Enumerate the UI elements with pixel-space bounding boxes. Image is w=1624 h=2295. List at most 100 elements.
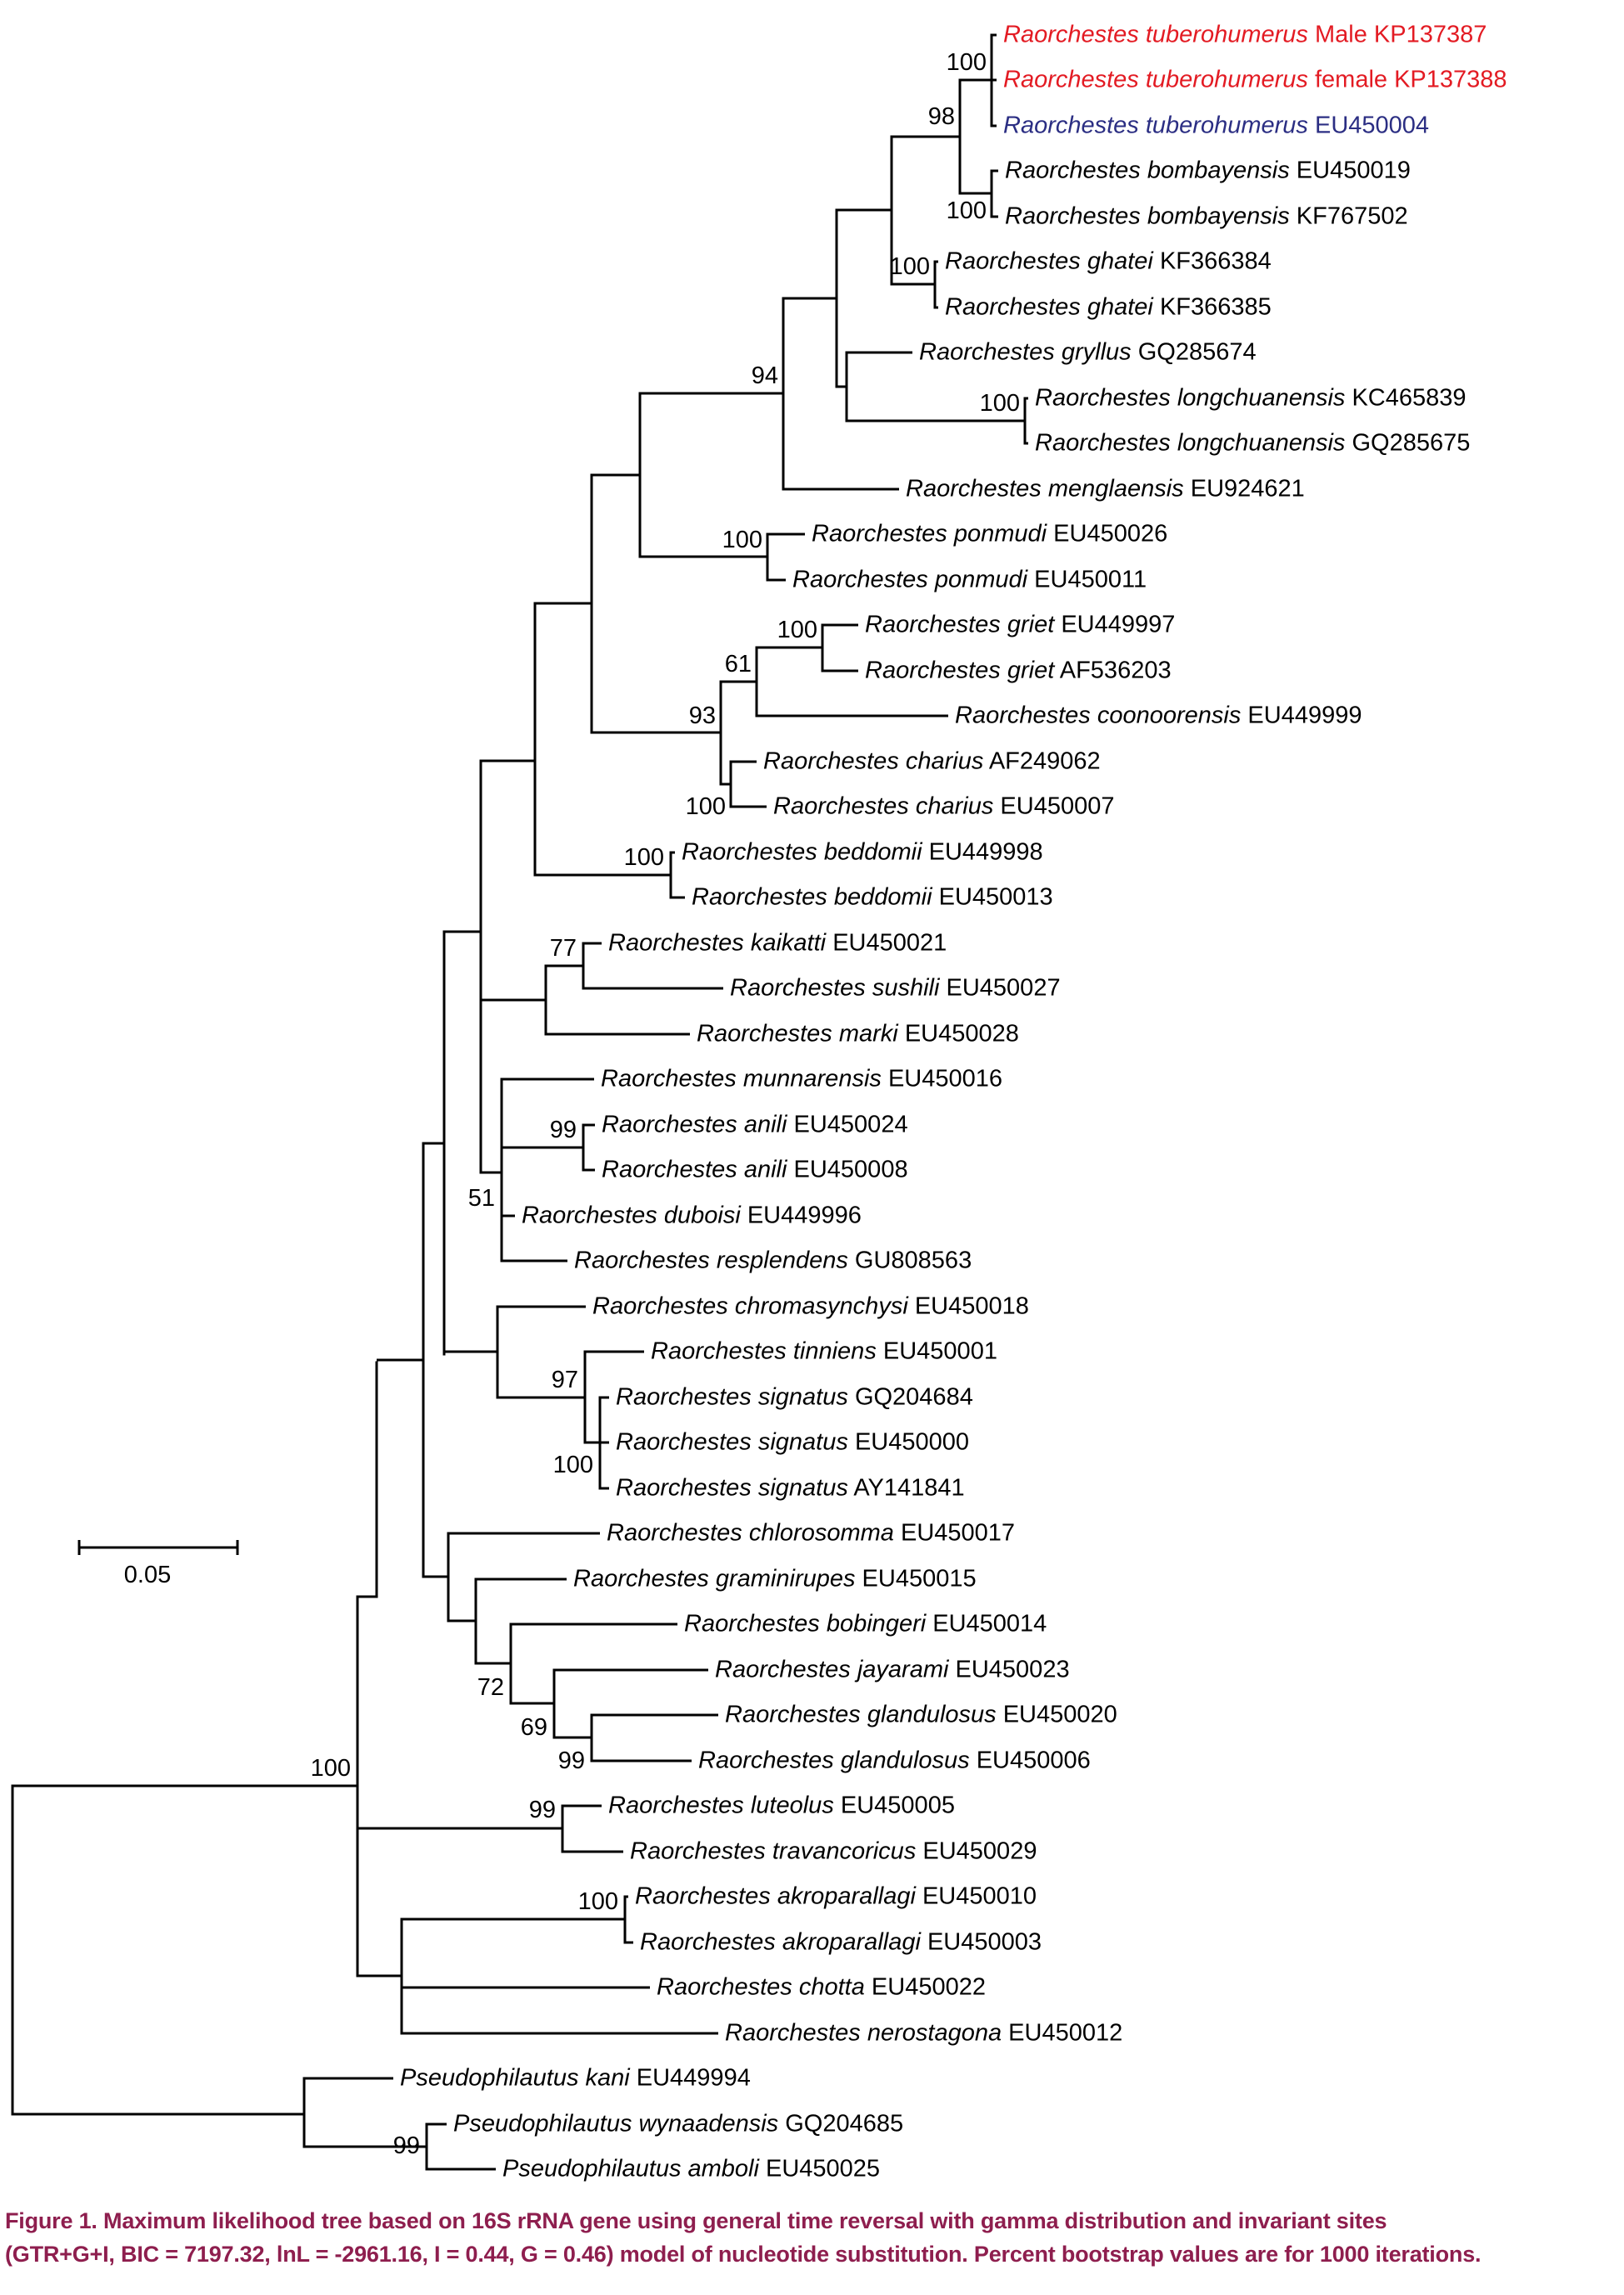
taxon-accession: EU449994 <box>636 2064 751 2092</box>
taxon-accession: KC465839 <box>1352 384 1467 412</box>
figure-caption-line2: (GTR+G+I, BIC = 7197.32, lnL = -2961.16,… <box>5 2242 1482 2267</box>
figure-caption-line1: Figure 1. Maximum likelihood tree based … <box>5 2208 1387 2233</box>
taxon-accession: AF536203 <box>1059 657 1172 684</box>
scale-bar-label: 0.05 <box>123 1562 172 1588</box>
taxon-label: Raorchestes glandulosus EU450020 <box>725 1702 1117 1729</box>
taxon-name: Pseudophilautus kani <box>400 2064 630 2092</box>
taxon-name: Raorchestes chotta <box>657 1973 865 2001</box>
taxon-name: Raorchestes gryllus <box>919 338 1132 366</box>
taxon-label: Raorchestes sushili EU450027 <box>730 975 1061 1002</box>
taxon-label: Pseudophilautus wynaadensis GQ204685 <box>453 2111 903 2138</box>
taxon-accession: EU450010 <box>922 1882 1037 1910</box>
taxon-name: Pseudophilautus amboli <box>502 2155 759 2182</box>
taxon-label: Raorchestes chromasynchysi EU450018 <box>592 1293 1029 1321</box>
bootstrap-value: 97 <box>551 1367 578 1393</box>
taxon-accession: EU449996 <box>747 1202 862 1229</box>
taxon-label: Raorchestes tuberohumerus EU450004 <box>1003 112 1429 140</box>
taxon-name: Raorchestes ponmudi <box>812 520 1047 548</box>
taxon-accession: EU924621 <box>1190 475 1305 502</box>
taxon-label: Raorchestes chlorosomma EU450017 <box>607 1520 1015 1548</box>
taxon-label: Raorchestes tuberohumerus female KP13738… <box>1003 67 1507 94</box>
taxon-accession: EU450017 <box>900 1519 1016 1547</box>
taxon-name: Raorchestes duboisi <box>522 1202 741 1229</box>
taxon-label: Raorchestes glandulosus EU450006 <box>698 1748 1091 1775</box>
taxon-accession: EU450022 <box>871 1973 986 2001</box>
taxon-label: Raorchestes ponmudi EU450011 <box>792 567 1147 594</box>
taxon-label: Pseudophilautus amboli EU450025 <box>502 2156 880 2183</box>
taxon-accession: GQ285674 <box>1137 338 1257 366</box>
taxon-name: Raorchestes beddomii <box>682 838 922 866</box>
taxon-label: Raorchestes bombayensis KF767502 <box>1005 203 1408 231</box>
bootstrap-value: 100 <box>777 617 817 643</box>
bootstrap-value: 100 <box>946 198 987 224</box>
taxon-name: Raorchestes charius <box>763 748 984 775</box>
taxon-label: Raorchestes signatus EU450000 <box>616 1429 969 1457</box>
taxon-label: Raorchestes ghatei KF366384 <box>945 248 1272 276</box>
taxon-accession: Male KP137387 <box>1314 21 1487 48</box>
taxon-label: Raorchestes tinniens EU450001 <box>651 1338 997 1366</box>
bootstrap-value: 99 <box>549 1117 577 1143</box>
taxon-label: Raorchestes tuberohumerus Male KP137387 <box>1003 22 1487 49</box>
taxon-accession: EU450003 <box>927 1928 1042 1956</box>
taxon-accession: KF366385 <box>1159 293 1272 321</box>
taxon-label: Raorchestes beddomii EU449998 <box>682 839 1043 867</box>
taxon-name: Raorchestes jayarami <box>715 1656 949 1683</box>
taxon-label: Raorchestes bombayensis EU450019 <box>1005 158 1411 185</box>
taxon-name: Raorchestes anili <box>602 1111 787 1138</box>
taxon-name: Raorchestes chlorosomma <box>607 1519 894 1547</box>
taxon-accession: EU450027 <box>946 974 1061 1002</box>
taxon-label: Raorchestes akroparallagi EU450003 <box>640 1929 1042 1957</box>
taxon-label: Raorchestes ghatei KF366385 <box>945 294 1272 322</box>
taxon-accession: EU450013 <box>938 883 1053 911</box>
taxon-name: Raorchestes ponmudi <box>792 566 1028 593</box>
taxon-label: Raorchestes bobingeri EU450014 <box>684 1611 1047 1638</box>
taxon-name: Raorchestes chromasynchysi <box>592 1292 908 1320</box>
taxon-name: Raorchestes sushili <box>730 974 940 1002</box>
taxon-name: Raorchestes coonoorensis <box>955 702 1242 729</box>
taxon-accession: EU450000 <box>854 1428 969 1456</box>
taxon-accession: GQ285675 <box>1352 429 1471 457</box>
taxon-name: Raorchestes ghatei <box>945 293 1153 321</box>
taxon-name: Raorchestes graminirupes <box>573 1565 856 1592</box>
taxon-name: Raorchestes resplendens <box>574 1247 848 1274</box>
taxon-label: Raorchestes signatus AY141841 <box>616 1475 965 1502</box>
taxon-name: Raorchestes akroparallagi <box>640 1928 921 1956</box>
taxon-label: Raorchestes charius AF249062 <box>763 748 1101 776</box>
taxon-name: Raorchestes signatus <box>616 1428 848 1456</box>
bootstrap-value: 99 <box>392 2132 420 2159</box>
taxon-name: Raorchestes travancoricus <box>630 1838 917 1865</box>
taxon-name: Raorchestes marki <box>697 1020 898 1048</box>
bootstrap-value: 100 <box>685 793 726 820</box>
taxon-label: Raorchestes travancoricus EU450029 <box>630 1838 1037 1866</box>
taxon-label: Raorchestes munnarensis EU450016 <box>601 1066 1002 1093</box>
taxon-label: Raorchestes akroparallagi EU450010 <box>635 1883 1037 1911</box>
taxon-name: Raorchestes bobingeri <box>684 1610 927 1638</box>
taxon-name: Raorchestes signatus <box>616 1474 848 1502</box>
taxon-accession: EU450001 <box>882 1338 997 1365</box>
taxon-name: Raorchestes signatus <box>616 1383 848 1411</box>
taxon-name: Pseudophilautus wynaadensis <box>453 2110 779 2138</box>
taxon-name: Raorchestes bombayensis <box>1005 202 1290 230</box>
bootstrap-value: 100 <box>552 1452 593 1478</box>
bootstrap-value: 61 <box>724 651 752 678</box>
taxon-name: Raorchestes luteolus <box>608 1792 834 1819</box>
bootstrap-value: 93 <box>688 702 716 729</box>
taxon-accession: EU450004 <box>1314 112 1430 139</box>
taxon-name: Raorchestes griet <box>865 657 1055 684</box>
taxon-label: Raorchestes anili EU450008 <box>602 1157 908 1184</box>
taxon-name: Raorchestes longchuanensis <box>1035 384 1346 412</box>
taxon-name: Raorchestes longchuanensis <box>1035 429 1346 457</box>
bootstrap-value: 100 <box>946 49 987 76</box>
taxon-accession: AF249062 <box>988 748 1101 775</box>
taxon-accession: EU450008 <box>793 1156 908 1183</box>
taxon-accession: EU450016 <box>887 1065 1003 1092</box>
taxon-label: Raorchestes signatus GQ204684 <box>616 1384 973 1412</box>
taxon-name: Raorchestes glandulosus <box>698 1747 970 1774</box>
taxon-accession: GQ204685 <box>785 2110 904 2138</box>
taxon-accession: EU450006 <box>976 1747 1091 1774</box>
taxon-accession: EU450015 <box>862 1565 977 1592</box>
taxon-accession: EU449998 <box>928 838 1043 866</box>
taxon-name: Raorchestes charius <box>773 792 994 820</box>
taxon-label: Raorchestes gryllus GQ285674 <box>919 339 1257 367</box>
taxon-name: Raorchestes beddomii <box>692 883 932 911</box>
